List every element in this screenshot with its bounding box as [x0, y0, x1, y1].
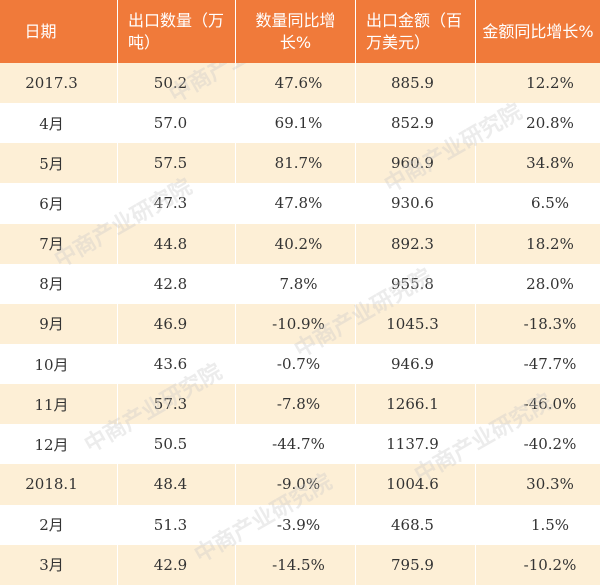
cell-value-yoy: -47.7% [523, 355, 577, 374]
cell-volume-yoy: -9.0% [236, 464, 356, 505]
table-row: 8月 42.8 7.8% 955.8 28.0% [0, 263, 600, 304]
cell-value-yoy: 18.2% [526, 234, 574, 253]
cell-export-volume: 43.6 [118, 343, 236, 385]
cell-export-volume: 42.9 [118, 544, 236, 585]
cell-export-value: 892.3 [356, 223, 476, 264]
cell-volume-yoy: 81.7% [236, 143, 356, 184]
table-row: 5月 57.5 81.7% 960.9 34.8% [0, 143, 600, 184]
cell-volume-yoy: -7.8% [236, 384, 356, 425]
cell-date: 9月 [0, 303, 118, 344]
cell-volume-yoy: 40.2% [236, 223, 356, 264]
header-value-yoy: 金额同比增长% [482, 21, 594, 41]
cell-date: 2月 [0, 504, 118, 545]
cell-export-value: 946.9 [356, 343, 476, 385]
cell-date: 10月 [0, 343, 118, 385]
table-row: 7月 44.8 40.2% 892.3 18.2% [0, 223, 600, 264]
cell-export-value: 885.9 [356, 63, 476, 104]
cell-volume-yoy: -10.9% [236, 303, 356, 344]
cell-value-yoy: -40.2% [523, 435, 577, 454]
cell-export-volume: 57.5 [118, 143, 236, 184]
table-row: 9月 46.9 -10.9% 1045.3 -18.3% [0, 303, 600, 344]
cell-export-value: 795.9 [356, 544, 476, 585]
cell-export-volume: 57.0 [118, 103, 236, 144]
header-export-value: 出口金额（百 万美元） [356, 0, 476, 63]
cell-export-volume: 50.5 [118, 424, 236, 465]
cell-export-value: 955.8 [356, 263, 476, 304]
cell-export-volume: 47.3 [118, 183, 236, 224]
table-row: 6月 47.3 47.8% 930.6 6.5% [0, 183, 600, 224]
cell-value-yoy: 28.0% [526, 274, 574, 293]
table-header: 日期 出口数量（万 吨） 数量同比增长% 出口金额（百 万美元） 金额同比增长% [0, 0, 600, 63]
cell-value-yoy: 34.8% [526, 154, 574, 173]
cell-volume-yoy: 47.8% [236, 183, 356, 224]
table-body: 2017.3 50.2 47.6% 885.9 12.2% 4月 57.0 69.1% 852.… [0, 63, 600, 585]
cell-export-value: 960.9 [356, 143, 476, 184]
cell-value-yoy: 1.5% [530, 515, 570, 534]
cell-export-value: 468.5 [356, 504, 476, 545]
cell-date: 4月 [0, 103, 118, 144]
cell-volume-yoy: -44.7% [236, 424, 356, 465]
cell-export-value: 1137.9 [356, 424, 476, 465]
table-row: 10月 43.6 -0.7% 946.9 -47.7% [0, 343, 600, 385]
cell-date: 3月 [0, 544, 118, 585]
table-row: 4月 57.0 69.1% 852.9 20.8% [0, 103, 600, 144]
cell-date: 2018.1 [0, 464, 118, 505]
cell-date: 6月 [0, 183, 118, 224]
cell-value-yoy: 6.5% [530, 194, 570, 213]
cell-volume-yoy: -3.9% [236, 504, 356, 545]
header-export-volume: 出口数量（万 吨） [118, 0, 236, 63]
cell-value-yoy: -18.3% [523, 314, 577, 333]
cell-value-yoy: 20.8% [526, 114, 574, 133]
cell-export-value: 852.9 [356, 103, 476, 144]
cell-value-yoy: -46.0% [523, 395, 577, 414]
cell-volume-yoy: 69.1% [236, 103, 356, 144]
header-date: 日期 [0, 0, 118, 63]
cell-export-volume: 51.3 [118, 504, 236, 545]
table-row: 2018.1 48.4 -9.0% 1004.6 30.3% [0, 464, 600, 505]
cell-value-yoy: 30.3% [526, 475, 574, 494]
cell-export-volume: 48.4 [118, 464, 236, 505]
cell-export-volume: 50.2 [118, 63, 236, 104]
cell-export-value: 1004.6 [356, 464, 476, 505]
cell-volume-yoy: 7.8% [236, 263, 356, 304]
cell-date: 5月 [0, 143, 118, 184]
cell-date: 11月 [0, 384, 118, 425]
cell-date: 2017.3 [0, 63, 118, 104]
cell-export-volume: 42.8 [118, 263, 236, 304]
table-row: 3月 42.9 -14.5% 795.9 -10.2% [0, 544, 600, 585]
cell-export-value: 1266.1 [356, 384, 476, 425]
table-row: 2月 51.3 -3.9% 468.5 1.5% [0, 504, 600, 545]
cell-value-yoy: -10.2% [523, 555, 577, 574]
cell-export-volume: 46.9 [118, 303, 236, 344]
cell-export-value: 930.6 [356, 183, 476, 224]
cell-export-volume: 57.3 [118, 384, 236, 425]
cell-date: 7月 [0, 223, 118, 264]
cell-volume-yoy: -14.5% [236, 544, 356, 585]
cell-date: 8月 [0, 263, 118, 304]
cell-value-yoy: 12.2% [526, 74, 574, 93]
cell-date: 12月 [0, 424, 118, 465]
table-row: 2017.3 50.2 47.6% 885.9 12.2% [0, 63, 600, 104]
header-volume-yoy: 数量同比增长% [236, 0, 356, 63]
cell-volume-yoy: -0.7% [236, 343, 356, 385]
cell-volume-yoy: 47.6% [236, 63, 356, 104]
table-row: 11月 57.3 -7.8% 1266.1 -46.0% [0, 384, 600, 425]
table-row: 12月 50.5 -44.7% 1137.9 -40.2% [0, 424, 600, 465]
cell-export-value: 1045.3 [356, 303, 476, 344]
cell-export-volume: 44.8 [118, 223, 236, 264]
